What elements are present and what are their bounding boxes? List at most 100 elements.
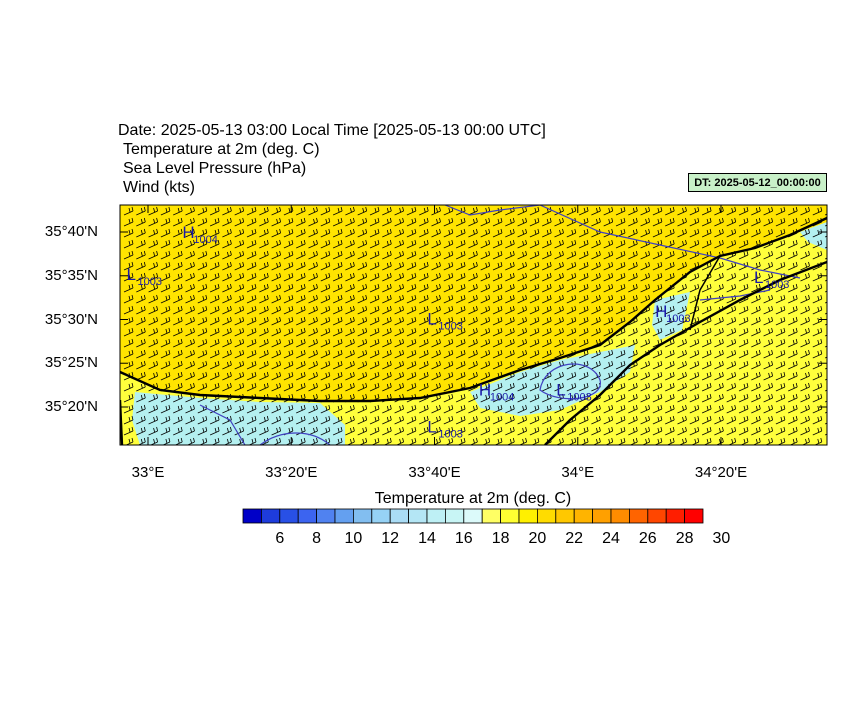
wind-barb: [406, 382, 417, 392]
wind-barb: [123, 404, 134, 414]
field-pressure-label: Sea Level Pressure (hPa): [123, 160, 307, 177]
wind-barb: [689, 404, 700, 414]
wind-barb: [529, 272, 540, 282]
wind-barb: [332, 228, 343, 238]
wind-barb: [628, 261, 638, 271]
wind-barb: [738, 360, 749, 370]
wind-barb: [714, 426, 724, 436]
wind-barb: [123, 272, 134, 282]
wind-barb: [665, 316, 675, 326]
wind-barb: [259, 217, 269, 227]
wind-barb: [555, 437, 564, 445]
wind-barb: [652, 206, 663, 216]
wind-barb: [578, 371, 589, 381]
wind-barb: [259, 206, 269, 216]
wind-barb: [283, 283, 294, 293]
wind-barb: [431, 338, 441, 348]
wind-barb: [726, 217, 737, 227]
wind-barb: [259, 272, 269, 282]
colorbar-label: 22: [565, 530, 584, 547]
wind-barb: [419, 338, 429, 348]
wind-barb: [137, 437, 146, 445]
wind-barb: [308, 239, 318, 249]
wind-barb: [357, 250, 368, 260]
wind-barb: [677, 415, 687, 425]
wind-barb: [641, 437, 650, 445]
wind-barb: [628, 415, 638, 425]
wind-barb: [443, 228, 454, 238]
wind-barb: [492, 393, 503, 403]
wind-barb: [578, 250, 589, 260]
wind-barb: [554, 415, 564, 425]
colorbar-label: 10: [344, 530, 363, 547]
wind-barb: [320, 261, 331, 271]
wind-barb: [640, 228, 650, 238]
wind-barb: [357, 316, 368, 326]
wind-barb: [542, 349, 552, 359]
wind-barb: [148, 206, 158, 216]
wind-barb: [788, 250, 798, 260]
wind-barb: [173, 305, 183, 315]
wind-barb: [419, 305, 429, 315]
wind-barb: [209, 382, 220, 392]
wind-barb: [517, 261, 527, 271]
wind-barb: [259, 371, 269, 381]
wind-barb: [259, 426, 269, 436]
wind-barb: [308, 360, 318, 370]
colorbar-label: 8: [312, 530, 322, 547]
wind-barb: [628, 305, 638, 315]
wind-barb: [701, 338, 712, 348]
wind-barb: [738, 239, 749, 249]
dt-badge: DT: 2025-05-12_00:00:00: [688, 173, 827, 192]
wind-barb: [738, 316, 749, 326]
wind-barb: [308, 316, 318, 326]
wind-barb: [382, 316, 392, 326]
wind-barb: [492, 327, 503, 337]
wind-barb: [492, 305, 503, 315]
wind-barb: [406, 217, 417, 227]
wind-barb: [689, 283, 700, 293]
wind-barb: [603, 228, 614, 238]
wind-barb: [800, 415, 810, 425]
wind-barb: [714, 206, 724, 216]
wind-barb: [296, 206, 306, 216]
wind-barb: [505, 283, 515, 293]
wind-barb: [382, 360, 392, 370]
wind-barb: [382, 415, 392, 425]
wind-barb: [665, 327, 675, 337]
wind-barb: [542, 217, 552, 227]
wind-barb: [382, 239, 392, 249]
wind-barb: [480, 327, 491, 337]
wind-barb: [652, 349, 663, 359]
wind-barb: [738, 283, 749, 293]
wind-barb: [419, 261, 429, 271]
wind-barb: [296, 217, 306, 227]
wind-barb: [517, 283, 527, 293]
wind-barb: [369, 283, 380, 293]
wind-barb: [542, 426, 552, 436]
wind-barb: [701, 382, 712, 392]
wind-barb: [406, 415, 417, 425]
wind-barb: [701, 217, 712, 227]
wind-barb: [455, 404, 466, 414]
wind-barb: [136, 250, 146, 260]
wind-barb: [209, 415, 220, 425]
wind-barb: [136, 261, 146, 271]
wind-barb: [345, 338, 355, 348]
wind-barb: [492, 349, 503, 359]
wind-barb: [160, 349, 171, 359]
wind-barb: [480, 415, 491, 425]
wind-barb: [480, 228, 491, 238]
wind-barb: [406, 338, 417, 348]
wind-barb: [591, 360, 601, 370]
wind-barb: [775, 426, 786, 436]
wind-barb: [542, 261, 552, 271]
wind-barb: [751, 228, 761, 238]
wind-barb: [542, 404, 552, 414]
wind-barb: [738, 228, 749, 238]
wind-barb: [640, 382, 650, 392]
wind-barb: [259, 228, 269, 238]
wind-barb: [406, 261, 417, 271]
wind-barb: [148, 305, 158, 315]
wind-barb: [173, 327, 183, 337]
